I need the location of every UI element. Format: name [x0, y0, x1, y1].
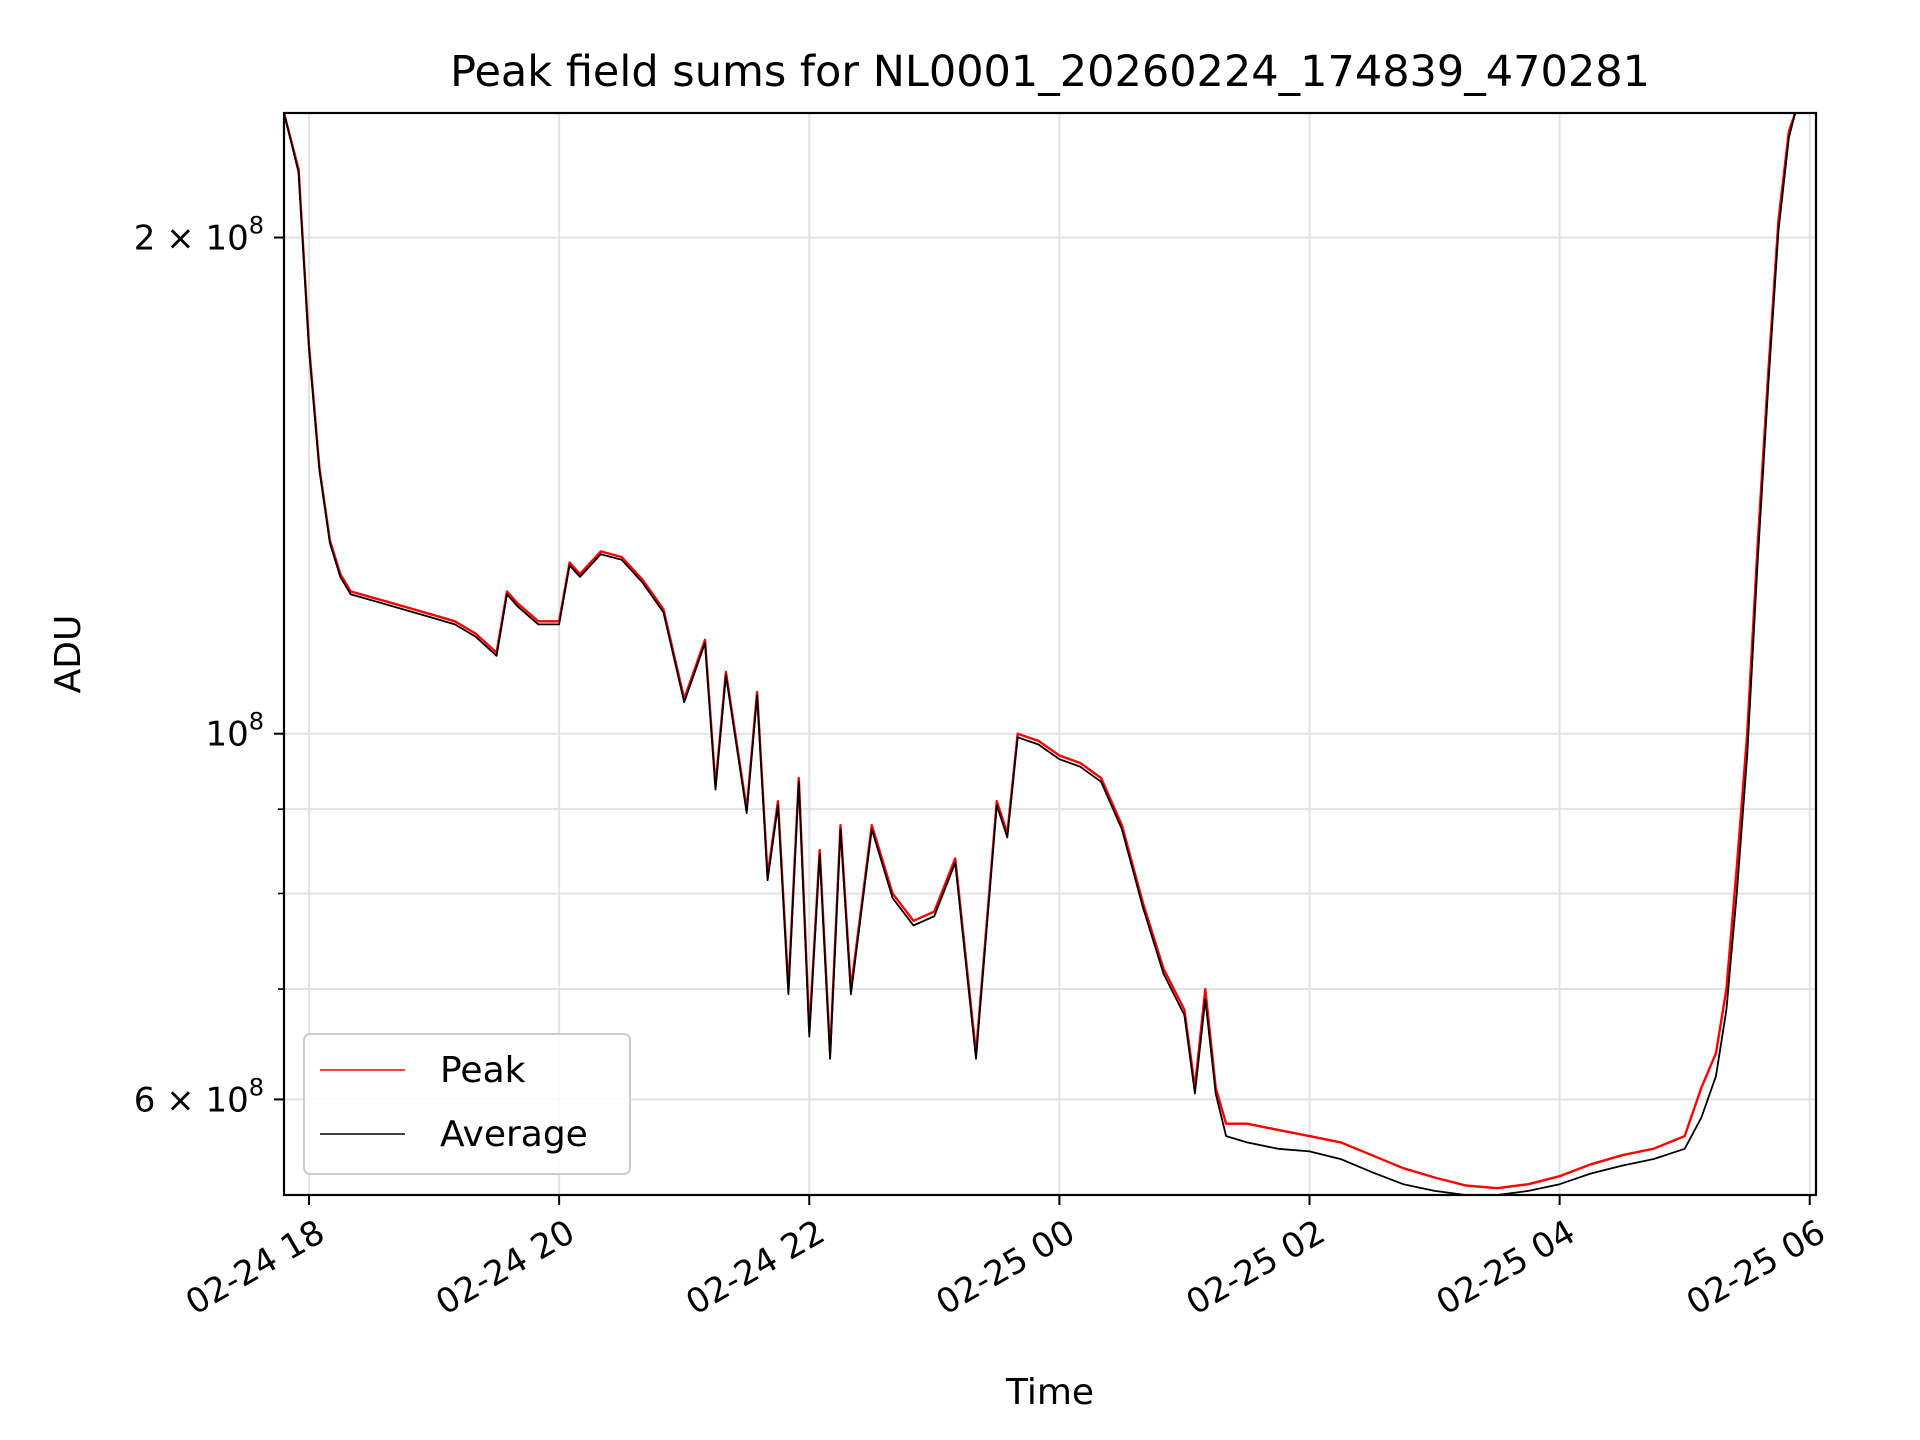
x-tick-label: 02-25 02: [1180, 1212, 1332, 1323]
y-axis-ticks: 2 × 108 108 6 × 108: [134, 212, 284, 1120]
x-tick-label: 02-24 18: [179, 1212, 331, 1323]
series-line-average: [283, 112, 1797, 1196]
legend-label-peak: Peak: [440, 1050, 526, 1091]
x-tick-label: 02-24 20: [429, 1212, 581, 1323]
legend: Peak Average: [303, 1033, 631, 1175]
y-tick-label: 6 × 108: [134, 1073, 264, 1120]
chart-title: Peak field sums for NL0001_20260224_1748…: [450, 47, 1650, 97]
x-tick-label: 02-24 22: [679, 1212, 831, 1323]
legend-box: [303, 1033, 631, 1175]
grid-lines: [284, 113, 1816, 1195]
legend-label-average: Average: [440, 1114, 588, 1155]
x-tick-label: 02-25 00: [929, 1212, 1081, 1323]
series-line-peak: [282, 112, 1797, 1190]
y-tick-label: 2 × 108: [134, 212, 264, 259]
x-tick-label: 02-25 06: [1680, 1212, 1832, 1323]
x-tick-label: 02-25 04: [1430, 1212, 1582, 1323]
plot-frame: [282, 111, 1818, 1197]
x-axis-ticks: 02-24 18 02-24 20 02-24 22 02-25 00 02-25 02…: [179, 1195, 1832, 1323]
series-lines: [282, 112, 1797, 1196]
x-axis-label: Time: [1005, 1372, 1094, 1413]
y-axis-label: ADU: [48, 615, 89, 694]
y-tick-label: 108: [205, 708, 264, 755]
